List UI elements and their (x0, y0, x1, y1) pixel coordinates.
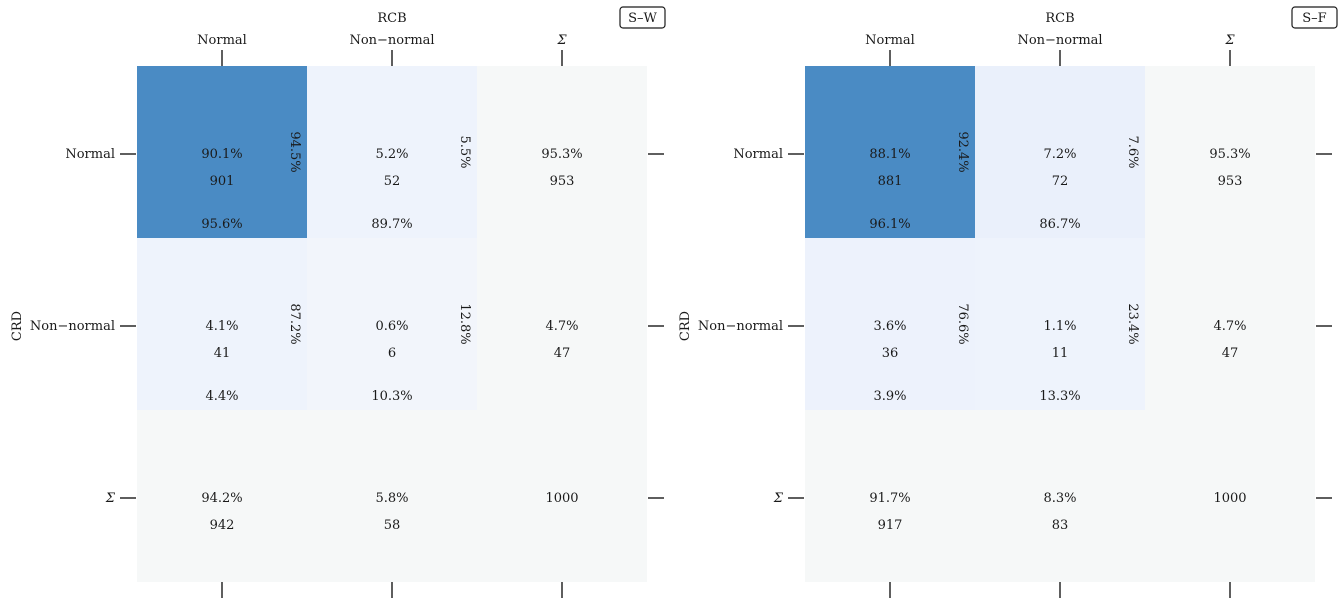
cell-row-percent: 23.4% (1125, 303, 1140, 344)
matrix-cell (137, 238, 307, 410)
cell-row-percent: 92.4% (955, 131, 970, 172)
cell-percent: 5.2% (375, 147, 408, 162)
cell-count: 47 (1222, 346, 1239, 361)
confusion-matrix-panel: 88.1% 881 96.1% 92.4% 7.2% 72 86.7% 7.6% 95.3% 95… (678, 6, 1338, 598)
cell-percent: 0.6% (375, 319, 408, 334)
row-label: Normal (733, 147, 783, 162)
matrix-cell (975, 66, 1145, 238)
cell-count: 942 (210, 518, 235, 533)
cell-column-percent: 95.6% (201, 217, 242, 232)
cell-percent: 5.8% (375, 491, 408, 506)
y-axis-title: CRD (10, 311, 25, 341)
row-label: Non−normal (698, 319, 783, 334)
cell-percent: 94.2% (201, 491, 242, 506)
cell-column-percent: 4.4% (205, 389, 238, 404)
row-label: Non−normal (30, 319, 115, 334)
matrix-cell (975, 410, 1145, 582)
cell-percent: 88.1% (869, 147, 910, 162)
cell-percent: 95.3% (1209, 147, 1250, 162)
matrix-cell (477, 66, 647, 238)
panel-badge-box (619, 6, 666, 29)
matrix-cell (477, 238, 647, 410)
cell-count: 917 (878, 518, 903, 533)
cell-column-percent: 96.1% (869, 217, 910, 232)
column-label: Σ (556, 33, 567, 48)
cell-column-percent: 13.3% (1039, 389, 1080, 404)
cell-percent: 95.3% (541, 147, 582, 162)
column-label: Σ (1224, 33, 1235, 48)
panel-badge-label: S–F (1302, 11, 1326, 26)
cell-row-percent: 87.2% (287, 303, 302, 344)
cell-percent: 1.1% (1043, 319, 1076, 334)
cell-count: 58 (384, 518, 401, 533)
cell-count: 83 (1052, 518, 1069, 533)
matrix-cell (477, 410, 647, 582)
cell-percent: 4.7% (1213, 319, 1246, 334)
cell-column-percent: 86.7% (1039, 217, 1080, 232)
matrix-cell (805, 238, 975, 410)
cell-row-percent: 94.5% (287, 131, 302, 172)
cell-row-percent: 7.6% (1125, 135, 1140, 168)
cell-count: 47 (554, 346, 571, 361)
matrix-cell (137, 410, 307, 582)
x-axis-title: RCB (377, 11, 406, 26)
cell-count: 36 (882, 346, 899, 361)
column-label: Normal (197, 33, 247, 48)
cell-count: 953 (550, 174, 575, 189)
cell-row-percent: 5.5% (457, 135, 472, 168)
cell-percent: 90.1% (201, 147, 242, 162)
x-axis-title: RCB (1045, 11, 1074, 26)
cell-count: 1000 (545, 491, 578, 506)
cell-count: 52 (384, 174, 401, 189)
matrix-cell (307, 410, 477, 582)
panel-badge-label: S–W (628, 11, 657, 26)
cell-count: 72 (1052, 174, 1069, 189)
matrix-cell (307, 66, 477, 238)
matrix-cell (307, 238, 477, 410)
matrix-cell (1145, 66, 1315, 238)
cell-percent: 4.1% (205, 319, 238, 334)
matrix-cell (805, 410, 975, 582)
cell-count: 41 (214, 346, 231, 361)
row-label: Σ (105, 491, 116, 506)
row-label: Σ (773, 491, 784, 506)
cell-count: 953 (1218, 174, 1243, 189)
panel-badge-box (1291, 6, 1338, 29)
cell-column-percent: 3.9% (873, 389, 906, 404)
cell-column-percent: 10.3% (371, 389, 412, 404)
column-label: Non−normal (1017, 33, 1102, 48)
matrix-cell (137, 66, 307, 238)
y-axis-title: CRD (678, 311, 693, 341)
cell-percent: 3.6% (873, 319, 906, 334)
matrix-cell (1145, 410, 1315, 582)
matrix-cell (1145, 238, 1315, 410)
cell-row-percent: 12.8% (457, 303, 472, 344)
cell-count: 11 (1052, 346, 1069, 361)
cell-percent: 91.7% (869, 491, 910, 506)
cell-column-percent: 89.7% (371, 217, 412, 232)
column-label: Non−normal (349, 33, 434, 48)
cell-count: 1000 (1213, 491, 1246, 506)
column-label: Normal (865, 33, 915, 48)
cell-count: 881 (878, 174, 903, 189)
row-label: Normal (65, 147, 115, 162)
cell-percent: 4.7% (545, 319, 578, 334)
cell-percent: 7.2% (1043, 147, 1076, 162)
cell-count: 901 (210, 174, 235, 189)
cell-count: 6 (388, 346, 396, 361)
cell-row-percent: 76.6% (955, 303, 970, 344)
confusion-matrix-panel: 90.1% 901 95.6% 94.5% 5.2% 52 89.7% 5.5% 95.3% 95… (10, 6, 666, 598)
cell-percent: 8.3% (1043, 491, 1076, 506)
matrix-cell (975, 238, 1145, 410)
matrix-cell (805, 66, 975, 238)
